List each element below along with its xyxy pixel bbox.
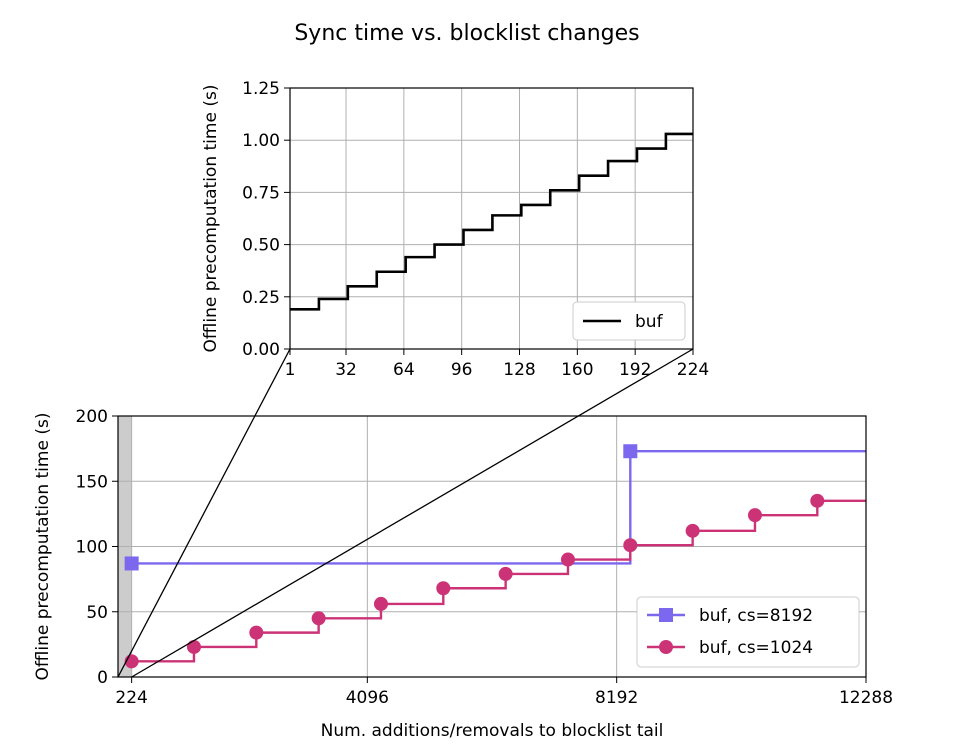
- y-tick-label: 0: [97, 668, 108, 688]
- series-line: [131, 450, 866, 565]
- x-tick-label: 12288: [839, 688, 893, 708]
- zoom-connector-lines: [117, 348, 694, 678]
- data-point-square: [623, 444, 638, 459]
- x-axis-label: Num. additions/removals to blocklist tai…: [321, 721, 664, 741]
- y-axis-label: Offline precomputation time (s): [33, 413, 53, 681]
- legend-marker-circle: [659, 640, 673, 654]
- y-tick-label: 200: [76, 407, 108, 427]
- connector-line-right: [131, 348, 694, 678]
- axes-frame: [289, 87, 694, 350]
- x-tick-label: 192: [619, 360, 651, 380]
- connector-line-left: [117, 348, 291, 678]
- data-point-circle: [810, 493, 825, 508]
- data-point-circle: [747, 508, 762, 523]
- data-point-circle: [436, 581, 451, 596]
- legend: buf: [572, 301, 686, 341]
- data-point-circle: [373, 596, 388, 611]
- x-tick-label: 160: [561, 360, 593, 380]
- x-tick-label: 224: [115, 688, 147, 708]
- y-tick-label: 100: [76, 538, 108, 558]
- y-tick-label: 0.00: [242, 340, 280, 360]
- x-tick-label: 64: [393, 360, 415, 380]
- y-tick-label: 0.25: [242, 288, 280, 308]
- x-tick-label: 4096: [346, 688, 389, 708]
- legend-box: [572, 301, 686, 341]
- x-tick-label: 8192: [595, 688, 638, 708]
- data-point-circle: [685, 523, 700, 538]
- legend: buf, cs=8192 buf, cs=1024: [636, 596, 860, 668]
- x-tick-label: 96: [451, 360, 473, 380]
- data-point-circle: [623, 538, 638, 553]
- data-point-square: [124, 556, 139, 571]
- y-tick-label: 0.75: [242, 183, 280, 203]
- y-tick-label: 1.00: [242, 131, 280, 151]
- y-axis-label: Offline precomputation time (s): [201, 85, 221, 353]
- legend-box: [636, 596, 860, 668]
- x-tick-label: 128: [503, 360, 535, 380]
- inset-plot: 1 32 64 96 128 160 192 224 0.00 0.25 0.50 0.75 1.00 1…: [201, 79, 709, 380]
- x-tick-label: 1: [285, 360, 296, 380]
- data-point-circle: [560, 552, 575, 567]
- data-point-circle: [311, 611, 326, 626]
- legend-label: buf, cs=8192: [699, 606, 813, 626]
- data-point-circle: [186, 639, 201, 654]
- chart-title: Sync time vs. blocklist changes: [294, 21, 639, 46]
- legend-label: buf, cs=1024: [699, 638, 813, 658]
- y-tick-label: 50: [86, 603, 108, 623]
- x-tick-label: 224: [677, 360, 709, 380]
- y-tick-label: 0.50: [242, 236, 280, 256]
- y-tick-label: 150: [76, 472, 108, 492]
- y-tick-label: 1.25: [242, 79, 280, 99]
- series-line: [290, 132, 693, 311]
- x-tick-label: 32: [335, 360, 357, 380]
- data-point-circle: [498, 566, 513, 581]
- legend-label: buf: [635, 312, 664, 332]
- data-point-circle: [249, 625, 264, 640]
- legend-marker-square: [659, 608, 673, 622]
- main-plot: 224 4096 8192 12288 0 50 100 150 200 Offline prec…: [33, 407, 893, 741]
